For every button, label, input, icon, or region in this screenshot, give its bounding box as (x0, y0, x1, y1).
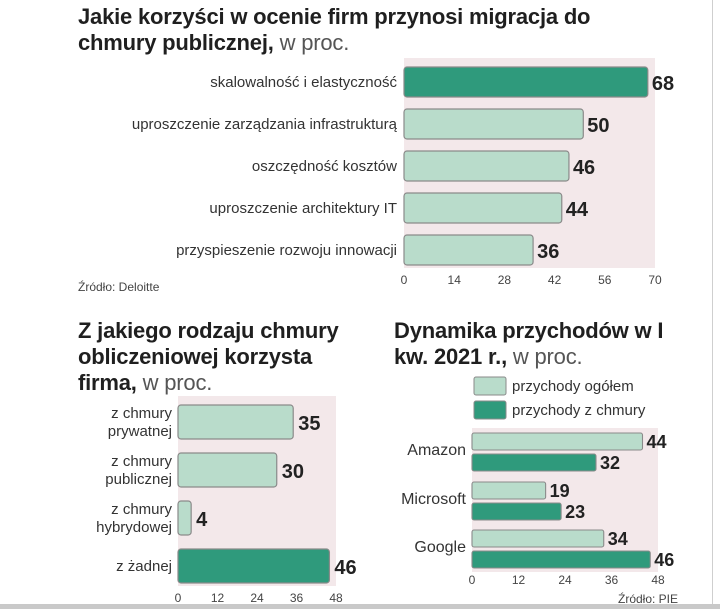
left-chart-title-unit: w proc. (142, 370, 213, 395)
bottom-divider (0, 604, 720, 609)
left-chart-bar (177, 548, 331, 584)
right-chart-bar (471, 550, 651, 569)
right-chart-title: Dynamika przychodów w I kw. 2021 r., w p… (394, 318, 694, 370)
right-chart-value-label: 46 (654, 550, 674, 570)
right-chart-tick-label: 12 (512, 573, 526, 587)
right-chart-bar (471, 432, 644, 451)
left-chart-tick-label: 0 (175, 591, 182, 604)
right-chart-value-label: 32 (600, 453, 620, 473)
left-chart-tick-label: 36 (290, 591, 304, 604)
left-chart-tick-label: 48 (329, 591, 343, 604)
left-chart-category-label: z chmury (111, 405, 172, 422)
top-chart-tick-label: 56 (598, 273, 612, 287)
top-chart-category-label: uproszczenie architektury IT (209, 200, 397, 217)
right-chart-bar (471, 453, 597, 472)
top-chart-category-label: oszczędność kosztów (252, 158, 397, 175)
top-chart-tick-label: 0 (401, 273, 408, 287)
right-chart-legend-swatch (473, 400, 507, 420)
left-chart-category-label: hybrydowej (96, 519, 172, 536)
left-chart-value-label: 35 (298, 413, 320, 435)
right-chart-value-label: 44 (647, 432, 667, 452)
right-chart-tick-label: 48 (651, 573, 665, 587)
left-chart-value-label: 4 (196, 509, 208, 531)
top-chart-value-label: 46 (573, 157, 595, 179)
left-chart-value-label: 30 (282, 461, 304, 483)
top-chart-bar (403, 234, 534, 266)
top-chart-category-label: przyspieszenie rozwoju innowacji (176, 242, 397, 259)
right-chart-bar (471, 481, 547, 500)
top-chart-tick-label: 70 (648, 273, 662, 287)
right-chart-tick-label: 36 (605, 573, 619, 587)
top-chart-source: Źródło: Deloitte (78, 280, 160, 294)
right-chart-source: Źródło: PIE (618, 592, 679, 606)
right-chart-legend-swatch (473, 376, 507, 396)
left-chart-tick-label: 24 (250, 591, 264, 604)
top-chart-tick-label: 14 (448, 273, 462, 287)
left-chart-bar (177, 452, 278, 488)
top-chart-title: Jakie korzyści w ocenie firm przynosi mi… (78, 4, 638, 56)
left-chart-value-label: 46 (334, 557, 356, 579)
top-chart-category-label: uproszczenie zarządzania infrastrukturą (132, 116, 398, 133)
right-chart-title-unit: w proc. (512, 344, 583, 369)
right-chart-plot-area (472, 428, 658, 572)
left-chart-category-label: z chmury (111, 501, 172, 518)
right-chart-value-label: 34 (608, 529, 628, 549)
right-chart-tick-label: 24 (558, 573, 572, 587)
left-chart-bar (177, 404, 294, 440)
top-chart-title-main: Jakie korzyści w ocenie firm przynosi mi… (78, 4, 591, 55)
top-chart-bar (403, 192, 563, 224)
right-chart-category-label: Microsoft (401, 491, 466, 508)
right-chart-bar (471, 502, 562, 521)
top-chart-title-unit: w proc. (279, 30, 350, 55)
right-chart-category-label: Amazon (407, 442, 466, 459)
top-chart-value-label: 44 (566, 199, 589, 221)
left-chart-category-label: publicznej (105, 471, 172, 488)
left-chart-bar (177, 500, 192, 536)
right-chart-tick-label: 0 (469, 573, 476, 587)
right-chart-bar (471, 529, 605, 548)
right-chart-category-label: Google (414, 539, 466, 556)
left-chart-category-label: prywatnej (108, 423, 172, 440)
top-chart-value-label: 68 (652, 73, 674, 95)
right-divider (712, 0, 713, 604)
left-chart-tick-label: 12 (211, 591, 225, 604)
left-chart-category-label: z żadnej (116, 558, 172, 575)
top-chart-bar (403, 108, 584, 140)
top-chart-category-label: skalowalność i elastyczność (210, 74, 397, 91)
right-chart-value-label: 23 (565, 502, 585, 522)
top-chart-tick-label: 28 (498, 273, 512, 287)
top-chart-value-label: 36 (537, 241, 559, 263)
right-chart-legend-label: przychody z chmury (512, 402, 646, 419)
left-chart-title: Z jakiego rodzaju chmury obliczeniowej k… (78, 318, 368, 396)
left-chart-category-label: z chmury (111, 453, 172, 470)
left-chart-title-main: Z jakiego rodzaju chmury obliczeniowej k… (78, 318, 339, 395)
right-chart-legend-label: przychody ogółem (512, 378, 634, 395)
top-chart-bar (403, 150, 570, 182)
right-chart-title-main: Dynamika przychodów w I kw. 2021 r., (394, 318, 664, 369)
right-chart-value-label: 19 (550, 481, 570, 501)
top-chart-value-label: 50 (587, 115, 609, 137)
top-chart-bar (403, 66, 649, 98)
top-chart-tick-label: 42 (548, 273, 562, 287)
